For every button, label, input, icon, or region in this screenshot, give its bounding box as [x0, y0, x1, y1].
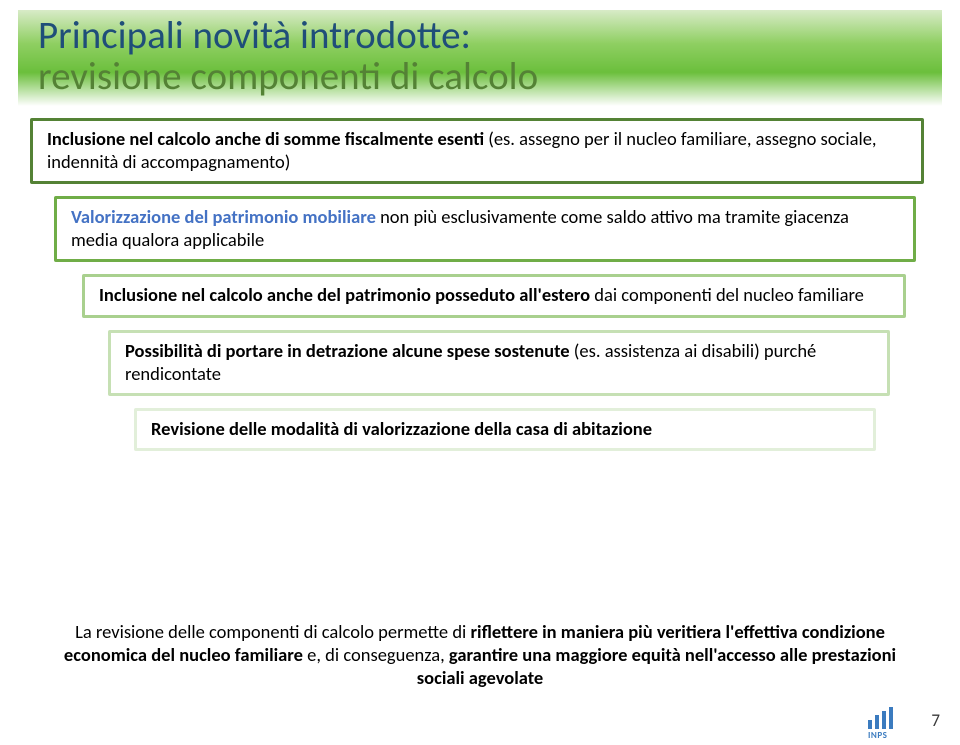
content-boxes: Inclusione nel calcolo anche di somme fi…: [0, 118, 960, 451]
footnote-bold-2: garantire una maggiore equità nell'acces…: [417, 643, 896, 689]
box-4: Possibilità di portare in detrazione alc…: [108, 330, 890, 396]
box-2-head: Valorizzazione del patrimonio mobiliare: [71, 205, 380, 228]
footnote-pre: La revisione delle componenti di calcolo…: [75, 620, 470, 643]
title-line-2: revisione componenti di calcolo: [38, 57, 922, 98]
logo-text: INPS: [868, 730, 912, 741]
box-3: Inclusione nel calcolo anche del patrimo…: [82, 274, 906, 317]
box-5-head: Revisione delle modalità di valorizzazio…: [151, 417, 652, 440]
box-3-head: Inclusione nel calcolo anche del patrimo…: [99, 283, 594, 306]
box-2: Valorizzazione del patrimonio mobiliare …: [54, 196, 916, 262]
footnote: La revisione delle componenti di calcolo…: [40, 620, 920, 689]
title-line-1: Principali novità introdotte:: [38, 16, 922, 57]
page-number: 7: [931, 710, 940, 731]
inps-logo: INPS: [868, 707, 912, 735]
logo-bars-icon: [868, 707, 912, 729]
footnote-mid: e, di conseguenza,: [303, 643, 449, 666]
box-5: Revisione delle modalità di valorizzazio…: [134, 408, 876, 451]
box-1-head: Inclusione nel calcolo anche di somme fi…: [47, 127, 488, 150]
title-banner: Principali novità introdotte: revisione …: [18, 10, 942, 106]
box-4-head: Possibilità di portare in detrazione alc…: [125, 339, 574, 362]
box-1: Inclusione nel calcolo anche di somme fi…: [30, 118, 924, 184]
box-3-tail: dai componenti del nucleo familiare: [594, 283, 864, 306]
